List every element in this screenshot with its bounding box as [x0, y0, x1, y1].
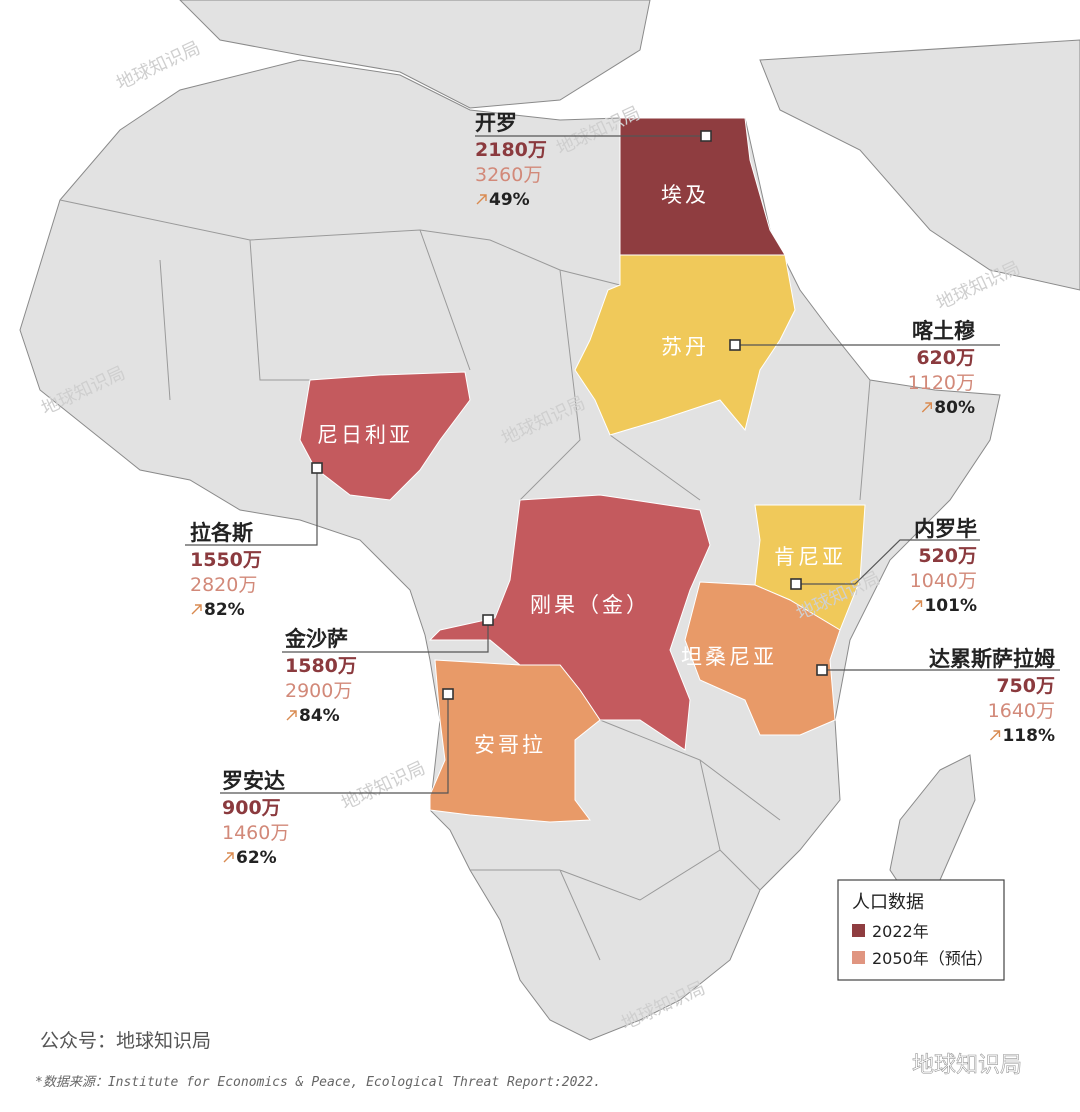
pop-2022: 900万	[222, 797, 281, 819]
footer-source: *数据来源：Institute for Economics & Peace, E…	[35, 1075, 601, 1090]
growth-arrow	[911, 600, 923, 611]
legend-item: 2022年	[872, 922, 929, 941]
pop-2050: 1640万	[988, 700, 1055, 722]
country-label: 安哥拉	[474, 733, 546, 757]
pop-2050: 1120万	[908, 372, 975, 394]
city-name: 开罗	[475, 111, 517, 135]
city-name: 拉各斯	[190, 521, 253, 545]
country-label: 苏丹	[661, 335, 709, 359]
logo-text: 地球知识局	[912, 1053, 1022, 1078]
legend-swatch	[852, 951, 865, 964]
country-label: 刚果（金）	[530, 593, 650, 617]
growth: 84%	[299, 706, 340, 726]
city-name: 罗安达	[222, 769, 285, 793]
legend: 人口数据 2022年 2050年（预估）	[837, 879, 1005, 981]
country-label: 肯尼亚	[774, 545, 846, 569]
legend-swatch	[852, 924, 865, 937]
growth-arrow	[223, 852, 234, 863]
country-label: 埃及	[661, 183, 709, 207]
legend-item: 2050年（预估）	[872, 949, 993, 968]
growth: 49%	[489, 190, 530, 210]
pop-2022: 1580万	[285, 655, 357, 677]
pop-2022: 620万	[916, 347, 975, 369]
city-labels: 开罗 2180万 3260万 49% 喀土穆 620万 1120万 80% 拉各斯 1550万 28…	[190, 111, 1055, 868]
pop-2050: 2820万	[190, 574, 257, 596]
growth-arrow	[286, 710, 297, 721]
country-nigeria	[299, 371, 471, 501]
footer-account: 公众号：地球知识局	[40, 1030, 211, 1052]
watermark: 地球知识局	[113, 37, 203, 94]
growth: 118%	[1002, 726, 1055, 746]
pop-2022: 520万	[918, 545, 977, 567]
pop-2050: 1040万	[910, 570, 977, 592]
growth: 82%	[204, 600, 245, 620]
legend-title: 人口数据	[852, 892, 924, 913]
pop-2022: 750万	[996, 675, 1055, 697]
growth: 80%	[934, 398, 975, 418]
growth: 101%	[924, 596, 977, 616]
pop-2022: 2180万	[475, 139, 547, 161]
growth-arrow	[476, 194, 487, 205]
watermark: 地球知识局	[338, 757, 428, 814]
logo: 地球知识局	[864, 1049, 1022, 1078]
pop-2022: 1550万	[190, 549, 262, 571]
country-angola	[429, 659, 601, 823]
city-name: 内罗毕	[914, 517, 977, 541]
growth-arrow	[989, 730, 1001, 741]
leaders	[185, 130, 1060, 794]
watermark: 地球知识局	[933, 257, 1023, 314]
country-sudan	[574, 254, 796, 436]
pop-2050: 2900万	[285, 680, 352, 702]
growth: 62%	[236, 848, 277, 868]
country-label: 坦桑尼亚	[681, 645, 777, 669]
pop-2050: 1460万	[222, 822, 289, 844]
growth-arrow	[191, 604, 202, 615]
countries	[299, 117, 866, 823]
pop-2050: 3260万	[475, 164, 542, 186]
country-label: 尼日利亚	[317, 423, 413, 447]
growth-arrow	[921, 402, 932, 413]
city-name: 喀土穆	[912, 319, 975, 343]
country-tanzania	[684, 581, 841, 736]
city-name: 金沙萨	[284, 627, 348, 651]
city-name: 达累斯萨拉姆	[929, 647, 1055, 671]
